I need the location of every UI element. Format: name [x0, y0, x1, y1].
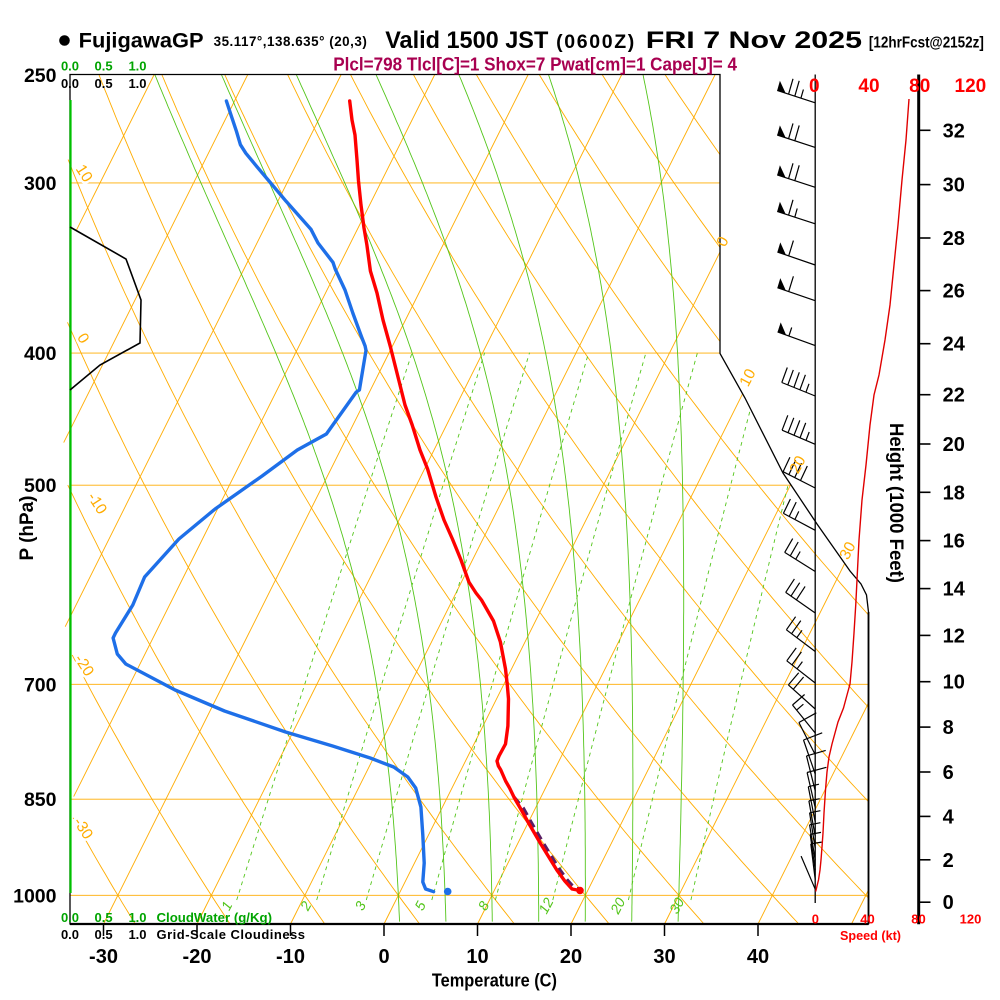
svg-text:20: 20: [560, 946, 582, 968]
svg-text:120: 120: [955, 76, 987, 97]
svg-text:14: 14: [943, 579, 966, 601]
svg-text:0: 0: [809, 76, 820, 97]
svg-text:20: 20: [606, 895, 628, 917]
svg-text:20: 20: [943, 434, 965, 456]
svg-text:-20: -20: [183, 946, 212, 968]
svg-text:CloudWater (g/Kg): CloudWater (g/Kg): [157, 910, 273, 925]
svg-text:30: 30: [666, 895, 688, 916]
svg-text:40: 40: [858, 76, 879, 97]
svg-text:Speed (kt): Speed (kt): [840, 928, 901, 943]
svg-text:30: 30: [836, 539, 859, 563]
svg-text:400: 400: [24, 343, 57, 365]
svg-text:80: 80: [909, 76, 930, 97]
svg-text:250: 250: [24, 65, 57, 87]
svg-text:8: 8: [943, 717, 954, 739]
svg-text:80: 80: [911, 912, 925, 927]
svg-text:1.0: 1.0: [128, 59, 146, 74]
svg-text:35.117°,138.635° (20,3): 35.117°,138.635° (20,3): [214, 34, 367, 49]
svg-text:0: 0: [943, 892, 954, 914]
svg-text:20: 20: [786, 453, 809, 477]
svg-text:24: 24: [943, 334, 966, 356]
svg-text:0.0: 0.0: [61, 76, 79, 91]
svg-text:-30: -30: [89, 946, 118, 968]
svg-text:1000: 1000: [13, 885, 57, 907]
svg-text:850: 850: [24, 789, 57, 811]
svg-text:12: 12: [535, 895, 557, 916]
svg-text:300: 300: [24, 173, 57, 195]
svg-text:16: 16: [943, 531, 965, 553]
svg-text:Height (1000 Feet): Height (1000 Feet): [885, 423, 906, 583]
svg-text:32: 32: [943, 120, 965, 142]
svg-text:10: 10: [943, 672, 965, 694]
svg-text:(0600Z): (0600Z): [556, 31, 634, 53]
svg-text:FujigawaGP: FujigawaGP: [79, 29, 204, 53]
svg-text:0: 0: [378, 946, 389, 968]
svg-text:Temperature (C): Temperature (C): [432, 971, 557, 991]
svg-text:1.0: 1.0: [128, 910, 146, 925]
svg-text:0.0: 0.0: [61, 910, 79, 925]
svg-text:10: 10: [736, 366, 759, 390]
svg-text:28: 28: [943, 228, 965, 250]
svg-text:0.5: 0.5: [95, 76, 113, 91]
svg-text:500: 500: [24, 475, 57, 497]
svg-text:2: 2: [943, 850, 954, 872]
svg-text:0.0: 0.0: [61, 59, 79, 74]
svg-text:Valid 1500 JST: Valid 1500 JST: [385, 27, 548, 54]
svg-text:P (hPa): P (hPa): [17, 496, 38, 561]
svg-text:-10: -10: [276, 946, 305, 968]
svg-text:0.0: 0.0: [61, 927, 79, 942]
svg-text:40: 40: [747, 946, 769, 968]
svg-text:12: 12: [943, 625, 965, 647]
svg-text:1.0: 1.0: [128, 927, 146, 942]
svg-text:40: 40: [860, 912, 874, 927]
svg-text:0: 0: [812, 912, 819, 927]
svg-text:22: 22: [943, 385, 965, 407]
svg-text:10: 10: [466, 946, 488, 968]
svg-text:4: 4: [943, 806, 955, 828]
svg-text:[12hrFcst@2152z]: [12hrFcst@2152z]: [869, 35, 984, 52]
svg-text:18: 18: [943, 482, 965, 504]
svg-text:1.0: 1.0: [128, 76, 146, 91]
svg-text:0.5: 0.5: [95, 927, 113, 942]
svg-text:0.5: 0.5: [95, 59, 113, 74]
svg-text:FRI 7 Nov 2025: FRI 7 Nov 2025: [646, 27, 862, 54]
svg-text:26: 26: [943, 281, 965, 303]
svg-text:6: 6: [943, 762, 954, 784]
svg-text:Plcl=798 Tlcl[C]=1 Shox=7 Pwat: Plcl=798 Tlcl[C]=1 Shox=7 Pwat[cm]=1 Cap…: [333, 55, 738, 75]
svg-text:30: 30: [653, 946, 675, 968]
svg-text:0.5: 0.5: [95, 910, 113, 925]
svg-text:Grid-Scale Cloudiness: Grid-Scale Cloudiness: [157, 927, 306, 942]
svg-text:700: 700: [24, 674, 57, 696]
svg-text:30: 30: [943, 175, 965, 197]
svg-text:120: 120: [960, 912, 982, 927]
